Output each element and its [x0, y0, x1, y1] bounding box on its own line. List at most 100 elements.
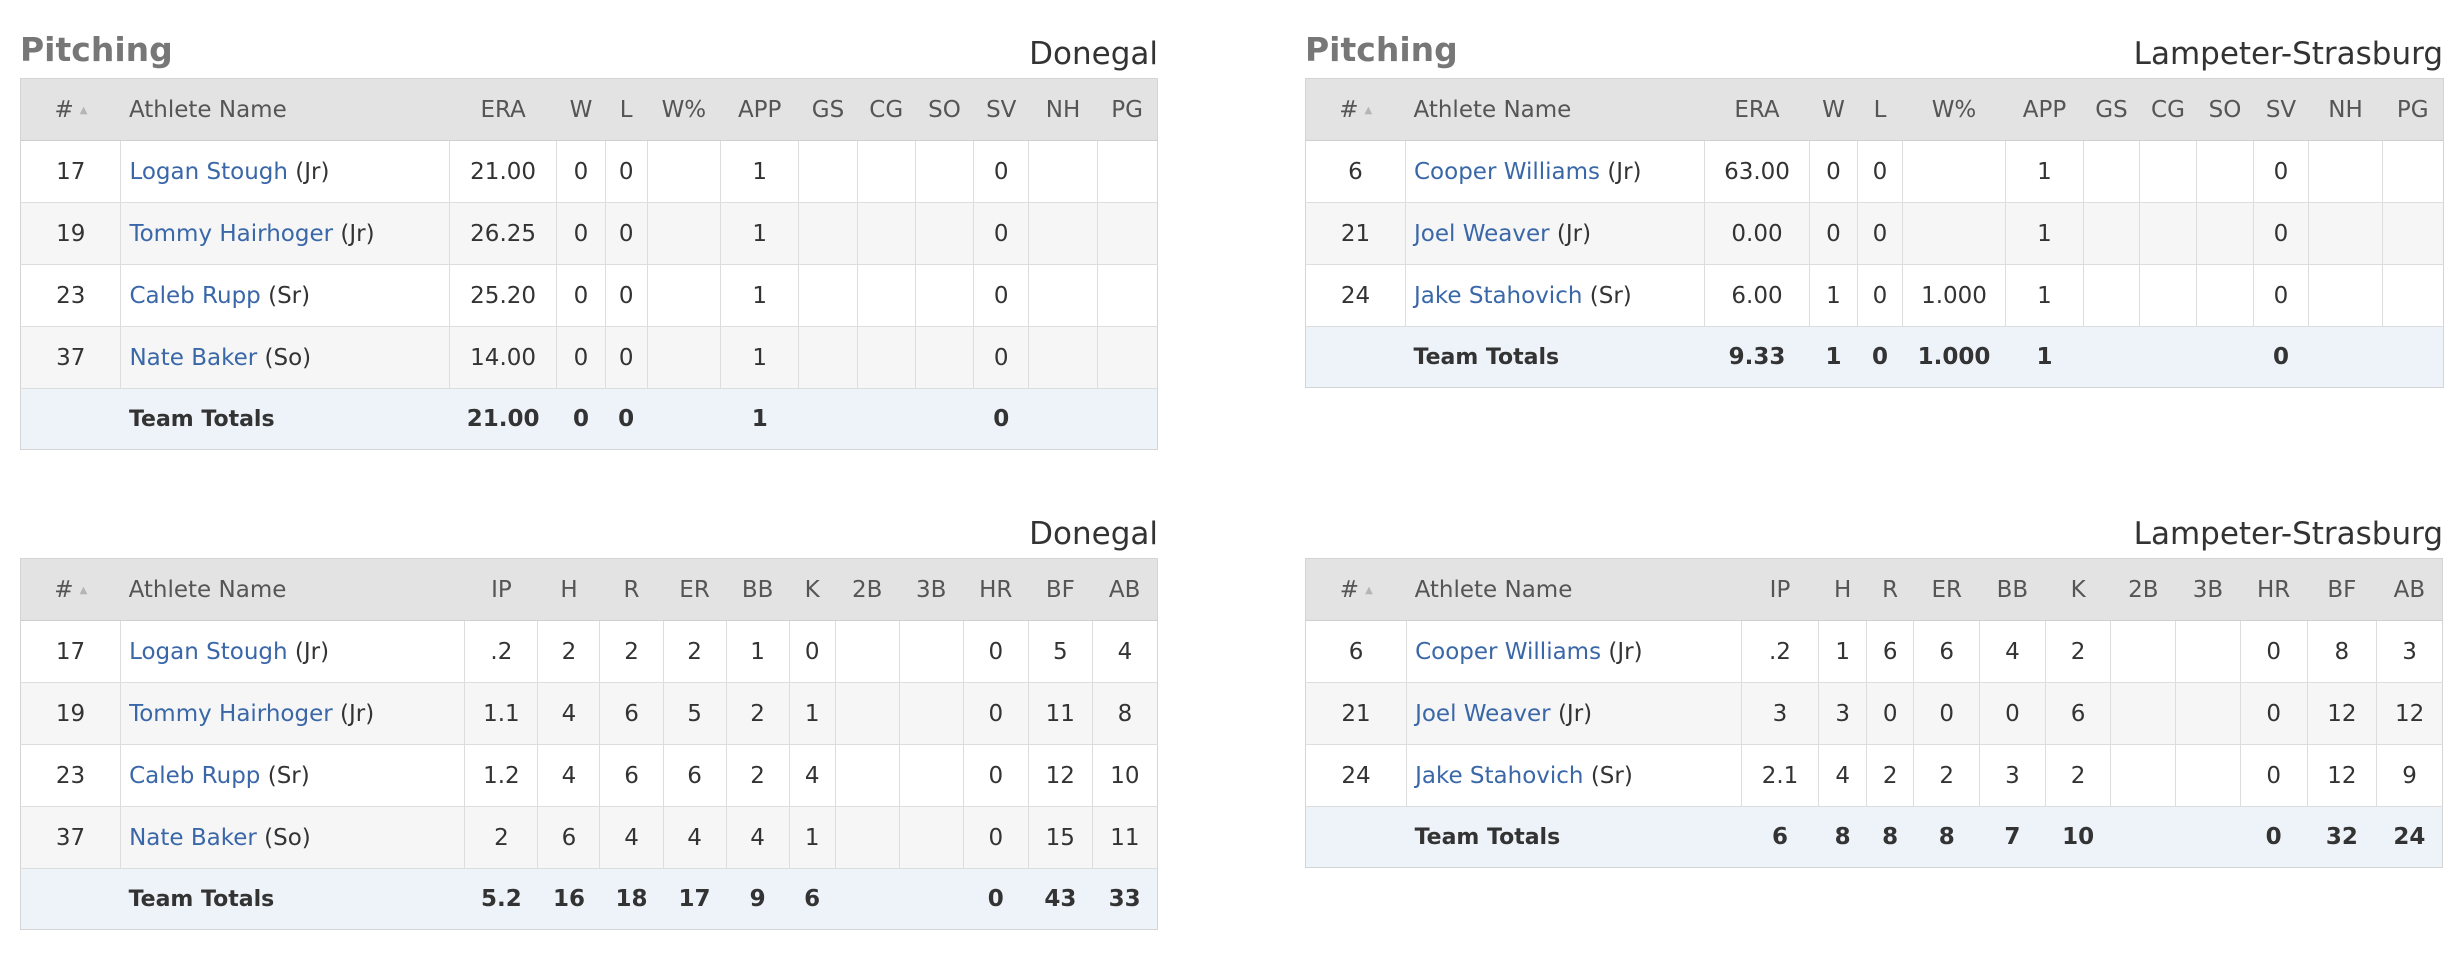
column-header-win-pct[interactable]: W%	[647, 78, 721, 141]
stat-cell	[2139, 264, 2197, 327]
column-header-app[interactable]: APP	[720, 78, 799, 141]
stat-cell: 0	[2239, 744, 2307, 807]
column-header-ab[interactable]: AB	[2376, 558, 2443, 621]
sort-up-icon[interactable]: ▲	[1365, 584, 1373, 596]
column-header-k[interactable]: K	[789, 558, 836, 621]
column-header-l[interactable]: L	[605, 78, 648, 141]
sort-up-icon[interactable]: ▲	[79, 584, 88, 596]
total-cell: 0	[2265, 824, 2282, 850]
athlete-link[interactable]: Nate Baker	[129, 824, 257, 851]
team-totals-label: Team Totals	[128, 406, 275, 432]
column-header-er[interactable]: ER	[1913, 558, 1980, 621]
column-header-gs[interactable]: GS	[2083, 78, 2140, 141]
class-year: (Jr)	[1607, 158, 1642, 185]
column-header-bb[interactable]: BB	[726, 558, 790, 621]
column-header-3b[interactable]: 3B	[2175, 558, 2241, 621]
column-header-ip[interactable]: IP	[1741, 558, 1819, 621]
column-header-w[interactable]: W	[556, 78, 606, 141]
column-header-k[interactable]: K	[2045, 558, 2111, 621]
column-header-h[interactable]: H	[1818, 558, 1867, 621]
stat-cell: 9	[2376, 744, 2443, 807]
sort-up-icon[interactable]: ▲	[1364, 104, 1373, 116]
athlete-link[interactable]: Jake Stahovich	[1415, 762, 1584, 789]
total-cell: 33	[1108, 886, 1141, 912]
column-header-sv[interactable]: SV	[973, 78, 1029, 141]
column-header-bf[interactable]: BF	[1028, 558, 1093, 621]
column-header-bf[interactable]: BF	[2307, 558, 2377, 621]
stat-cell: 11	[1091, 806, 1158, 869]
column-header-hr[interactable]: HR	[963, 558, 1029, 621]
total-cell: 0	[572, 406, 589, 432]
total-cell: 32	[2325, 824, 2358, 850]
total-cell	[799, 389, 857, 450]
column-header-athlete[interactable]: Athlete Name	[120, 558, 465, 621]
column-header-3b[interactable]: 3B	[899, 558, 964, 621]
athlete-link[interactable]: Cooper Williams	[1414, 158, 1600, 185]
column-header-win-pct[interactable]: W%	[1902, 78, 2006, 141]
stat-cell	[856, 264, 916, 327]
athlete-link[interactable]: Jake Stahovich	[1414, 282, 1583, 309]
stat-cell	[646, 202, 721, 265]
column-header-num[interactable]: # ▲	[20, 78, 121, 141]
column-header-nh[interactable]: NH	[1028, 78, 1098, 141]
athlete-link[interactable]: Cooper Williams	[1415, 638, 1602, 665]
column-header-2b[interactable]: 2B	[2110, 558, 2176, 621]
column-header-athlete[interactable]: Athlete Name	[120, 78, 450, 141]
column-header-ab[interactable]: AB	[1092, 558, 1158, 621]
column-header-era[interactable]: ERA	[1704, 78, 1810, 141]
column-header-nh[interactable]: NH	[2308, 78, 2383, 141]
team-name: Lampeter-Strasburg	[2133, 36, 2443, 72]
column-header-l[interactable]: L	[1857, 78, 1903, 141]
column-header-cg[interactable]: CG	[2139, 78, 2197, 141]
athlete-link[interactable]: Joel Weaver	[1415, 700, 1551, 727]
stat-cell	[1096, 140, 1158, 203]
column-header-era[interactable]: ERA	[449, 78, 557, 141]
athlete-link[interactable]: Logan Stough	[129, 638, 288, 665]
class-year: (Jr)	[1556, 220, 1592, 247]
column-header-sv[interactable]: SV	[2253, 78, 2309, 141]
column-header-so[interactable]: SO	[915, 78, 974, 141]
column-header-num[interactable]: # ▲	[20, 558, 121, 621]
total-cell: 43	[1044, 886, 1077, 912]
column-header-h[interactable]: H	[537, 558, 600, 621]
column-header-so[interactable]: SO	[2196, 78, 2254, 141]
stat-cell: 5	[1027, 620, 1093, 683]
athlete-link[interactable]: Joel Weaver	[1414, 220, 1550, 247]
team-totals-label: Team Totals	[1414, 824, 1561, 850]
column-header-num[interactable]: # ▲	[1305, 78, 1406, 141]
column-header-bb[interactable]: BB	[1979, 558, 2046, 621]
column-header-pg[interactable]: PG	[2382, 78, 2444, 141]
athlete-cell: Caleb Rupp (Sr)	[120, 744, 465, 807]
total-cell	[647, 389, 720, 450]
column-header-r[interactable]: R	[1866, 558, 1914, 621]
athlete-link[interactable]: Tommy Hairhoger	[129, 700, 333, 727]
section-header: Lampeter-Strasburg	[1305, 510, 2443, 558]
athlete-link[interactable]: Caleb Rupp	[129, 762, 261, 789]
column-header-hr[interactable]: HR	[2240, 558, 2307, 621]
section-header: Pitching Donegal	[20, 30, 1158, 78]
athlete-link[interactable]: Nate Baker	[129, 344, 258, 371]
column-header-num[interactable]: # ▲	[1305, 558, 1407, 621]
column-header-athlete[interactable]: Athlete Name	[1405, 78, 1705, 141]
sort-up-icon[interactable]: ▲	[79, 104, 88, 116]
column-header-pg[interactable]: PG	[1097, 78, 1158, 141]
column-header-cg[interactable]: CG	[857, 78, 916, 141]
column-header-r[interactable]: R	[599, 558, 664, 621]
athlete-link[interactable]: Logan Stough	[129, 158, 288, 185]
stat-cell: 0	[2239, 682, 2307, 745]
stat-cell	[856, 202, 916, 265]
stat-cell: 0	[962, 806, 1029, 869]
column-header-ip[interactable]: IP	[464, 558, 538, 621]
stat-cell	[798, 140, 858, 203]
column-header-athlete[interactable]: Athlete Name	[1406, 558, 1742, 621]
total-cell	[2309, 327, 2383, 388]
column-header-2b[interactable]: 2B	[835, 558, 900, 621]
column-header-app[interactable]: APP	[2005, 78, 2084, 141]
athlete-link[interactable]: Caleb Rupp	[129, 282, 261, 309]
column-header-w[interactable]: W	[1809, 78, 1858, 141]
column-header-gs[interactable]: GS	[798, 78, 858, 141]
column-header-er[interactable]: ER	[663, 558, 727, 621]
stat-cell	[1902, 140, 2006, 203]
class-year: (Sr)	[1590, 762, 1633, 789]
athlete-link[interactable]: Tommy Hairhoger	[129, 220, 334, 247]
